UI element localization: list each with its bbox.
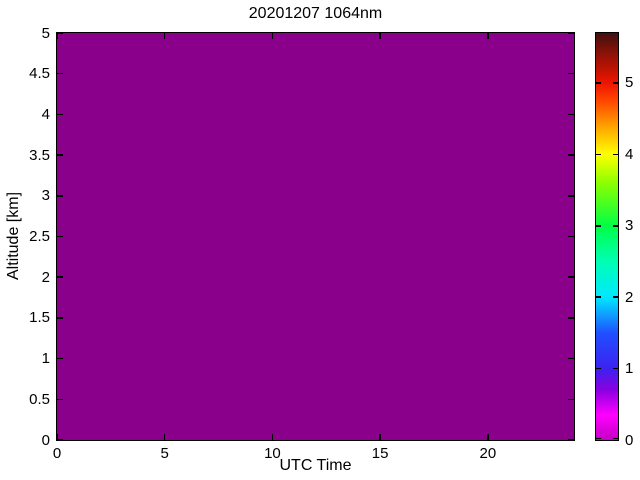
colorbar-tick-label: 5 [625, 74, 634, 92]
colorbar-tick-label: 0 [625, 431, 634, 449]
colorbar-tick-label: 1 [625, 360, 634, 378]
y-tick [57, 32, 63, 34]
x-tick [163, 434, 166, 440]
y-tick-right [568, 276, 574, 278]
y-tick [57, 276, 63, 278]
y-tick-right [568, 72, 574, 75]
y-tick-label: 0.5 [29, 390, 50, 408]
colorbar-tick-label: 3 [625, 217, 634, 235]
x-tick-label: 5 [160, 445, 169, 462]
y-tick-label: 4.5 [29, 65, 50, 83]
y-tick [57, 439, 63, 441]
x-axis-label: UTC Time [279, 457, 352, 474]
colorbar-gradient [595, 32, 618, 440]
x-tick-top [487, 33, 489, 39]
x-tick-top [271, 33, 274, 39]
colorbar-tick-right [613, 82, 618, 84]
colorbar-tick-label: 4 [625, 145, 634, 163]
y-tick [57, 72, 63, 75]
x-tick-label: 20 [479, 445, 497, 462]
colorbar-tick-left [596, 296, 601, 298]
x-tick-label: 15 [371, 445, 389, 462]
y-tick [57, 235, 63, 238]
y-tick-label: 2.5 [29, 228, 50, 245]
y-tick-label: 0 [41, 431, 50, 449]
x-tick-top [56, 33, 58, 39]
y-tick [57, 195, 63, 197]
y-tick-right [568, 113, 574, 116]
x-tick-top [163, 33, 166, 39]
x-tick [271, 434, 274, 440]
y-tick-right [568, 398, 574, 401]
colorbar-tick-left [596, 82, 601, 84]
y-tick-label: 2 [41, 268, 50, 286]
colorbar-tick-right [613, 437, 618, 440]
y-tick-label: 3.5 [29, 146, 50, 164]
y-tick-right [568, 357, 574, 360]
y-tick [57, 317, 63, 319]
y-tick [57, 398, 63, 401]
y-tick-right [568, 32, 574, 34]
colorbar-tick-right [613, 153, 618, 156]
colorbar-tick-left [596, 225, 601, 227]
plot-area [57, 33, 574, 440]
colorbar-tick-left [596, 367, 601, 370]
y-tick-label: 5 [41, 24, 50, 42]
y-tick-label: 4 [41, 105, 50, 123]
colorbar-tick-right [613, 225, 618, 227]
x-tick-label: 10 [264, 445, 281, 462]
colorbar-tick-label: 2 [625, 288, 634, 306]
y-tick-label: 3 [41, 187, 50, 205]
x-tick-top [379, 33, 381, 39]
x-tick [487, 434, 489, 440]
y-tick-label: 1 [41, 350, 50, 368]
x-tick [56, 434, 58, 440]
y-tick [57, 154, 63, 156]
colorbar-tick-right [613, 296, 618, 298]
y-tick-right [568, 154, 574, 156]
colorbar-tick-right [613, 367, 618, 370]
y-tick [57, 113, 63, 116]
x-tick-label: 0 [52, 445, 62, 462]
x-tick [379, 434, 381, 440]
y-tick-right [568, 317, 574, 319]
y-tick-label: 1.5 [29, 309, 50, 327]
colorbar-tick-left [596, 437, 601, 440]
y-tick-right [568, 439, 574, 441]
y-tick-right [568, 235, 574, 238]
colorbar [594, 31, 619, 441]
y-tick [57, 357, 63, 360]
chart-title: 20201207 1064nm [248, 5, 383, 22]
colorbar-tick-left [596, 153, 601, 156]
y-tick-right [568, 195, 574, 197]
